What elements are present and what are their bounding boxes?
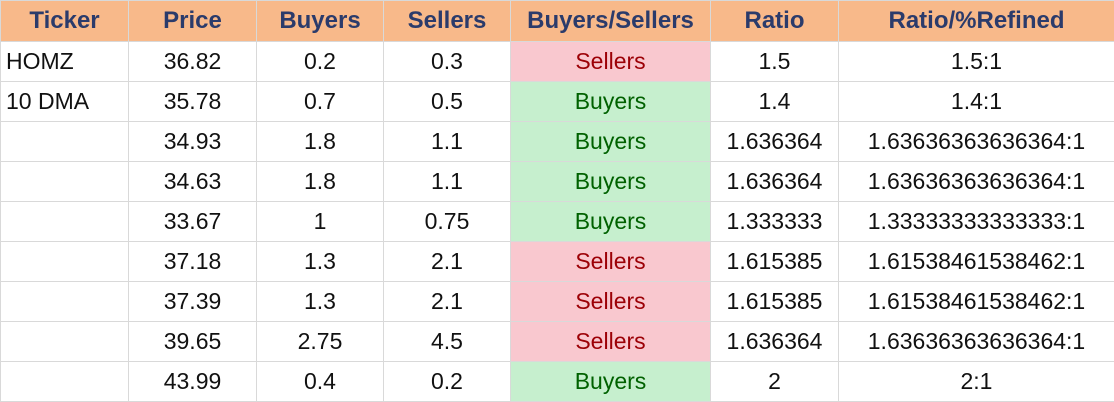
ratio-cell: 2 [710,361,839,402]
table-row: HOMZ 36.82 0.2 0.3 Sellers 1.5 1.5:1 [0,41,1114,82]
price-cell: 34.63 [128,161,257,202]
sellers-cell: 0.5 [383,81,511,122]
price-cell: 39.65 [128,321,257,362]
buyers-cell: 1.3 [256,241,384,282]
refined-ratio-cell: 1.33333333333333:1 [838,201,1114,242]
buyers-cell: 1.3 [256,281,384,322]
ratio-cell: 1.615385 [710,241,839,282]
header-row: Ticker Price Buyers Sellers Buyers/Selle… [0,0,1114,42]
ratio-cell: 1.636364 [710,161,839,202]
ticker-cell [0,321,129,362]
ticker-cell: 10 DMA [0,81,129,122]
sellers-cell: 0.75 [383,201,511,242]
table-row: 39.65 2.75 4.5 Sellers 1.636364 1.636363… [0,321,1114,362]
price-cell: 37.39 [128,281,257,322]
header-ratio-refined: Ratio/%Refined [838,0,1114,42]
ticker-cell [0,161,129,202]
buyers-cell: 0.7 [256,81,384,122]
header-ticker: Ticker [0,0,129,42]
header-sellers: Sellers [383,0,511,42]
refined-ratio-cell: 1.63636363636364:1 [838,161,1114,202]
header-buyers: Buyers [256,0,384,42]
ratio-cell: 1.636364 [710,321,839,362]
side-cell: Sellers [510,281,711,322]
ticker-cell [0,281,129,322]
sellers-cell: 2.1 [383,241,511,282]
side-cell: Buyers [510,161,711,202]
refined-ratio-cell: 1.4:1 [838,81,1114,122]
ticker-cell [0,201,129,242]
refined-ratio-cell: 1.63636363636364:1 [838,321,1114,362]
side-cell: Buyers [510,201,711,242]
ticker-cell [0,241,129,282]
sellers-cell: 0.2 [383,361,511,402]
refined-ratio-cell: 1.61538461538462:1 [838,241,1114,282]
sellers-cell: 4.5 [383,321,511,362]
side-cell: Buyers [510,361,711,402]
buyers-cell: 1 [256,201,384,242]
header-ratio: Ratio [710,0,839,42]
price-cell: 37.18 [128,241,257,282]
table-row: 37.39 1.3 2.1 Sellers 1.615385 1.6153846… [0,281,1114,322]
ticker-cell [0,361,129,402]
ticker-cell [0,121,129,162]
table-row: 34.93 1.8 1.1 Buyers 1.636364 1.63636363… [0,121,1114,162]
refined-ratio-cell: 2:1 [838,361,1114,402]
buyers-cell: 2.75 [256,321,384,362]
table-row: 37.18 1.3 2.1 Sellers 1.615385 1.6153846… [0,241,1114,282]
header-buyers-sellers: Buyers/Sellers [510,0,711,42]
sellers-cell: 1.1 [383,161,511,202]
header-price: Price [128,0,257,42]
table-row: 33.67 1 0.75 Buyers 1.333333 1.333333333… [0,201,1114,242]
side-cell: Buyers [510,81,711,122]
ticker-cell: HOMZ [0,41,129,82]
price-cell: 43.99 [128,361,257,402]
sellers-cell: 2.1 [383,281,511,322]
buyers-cell: 1.8 [256,161,384,202]
sellers-cell: 1.1 [383,121,511,162]
price-cell: 34.93 [128,121,257,162]
refined-ratio-cell: 1.63636363636364:1 [838,121,1114,162]
ratio-cell: 1.5 [710,41,839,82]
buyers-cell: 0.2 [256,41,384,82]
side-cell: Sellers [510,241,711,282]
table-row: 10 DMA 35.78 0.7 0.5 Buyers 1.4 1.4:1 [0,81,1114,122]
table-row: 43.99 0.4 0.2 Buyers 2 2:1 [0,361,1114,402]
refined-ratio-cell: 1.5:1 [838,41,1114,82]
ratio-cell: 1.636364 [710,121,839,162]
price-cell: 35.78 [128,81,257,122]
side-cell: Buyers [510,121,711,162]
buyers-cell: 1.8 [256,121,384,162]
price-cell: 33.67 [128,201,257,242]
ratio-cell: 1.615385 [710,281,839,322]
table-row: 34.63 1.8 1.1 Buyers 1.636364 1.63636363… [0,161,1114,202]
side-cell: Sellers [510,41,711,82]
sellers-cell: 0.3 [383,41,511,82]
buyers-cell: 0.4 [256,361,384,402]
refined-ratio-cell: 1.61538461538462:1 [838,281,1114,322]
ratio-cell: 1.4 [710,81,839,122]
side-cell: Sellers [510,321,711,362]
ratio-cell: 1.333333 [710,201,839,242]
price-cell: 36.82 [128,41,257,82]
